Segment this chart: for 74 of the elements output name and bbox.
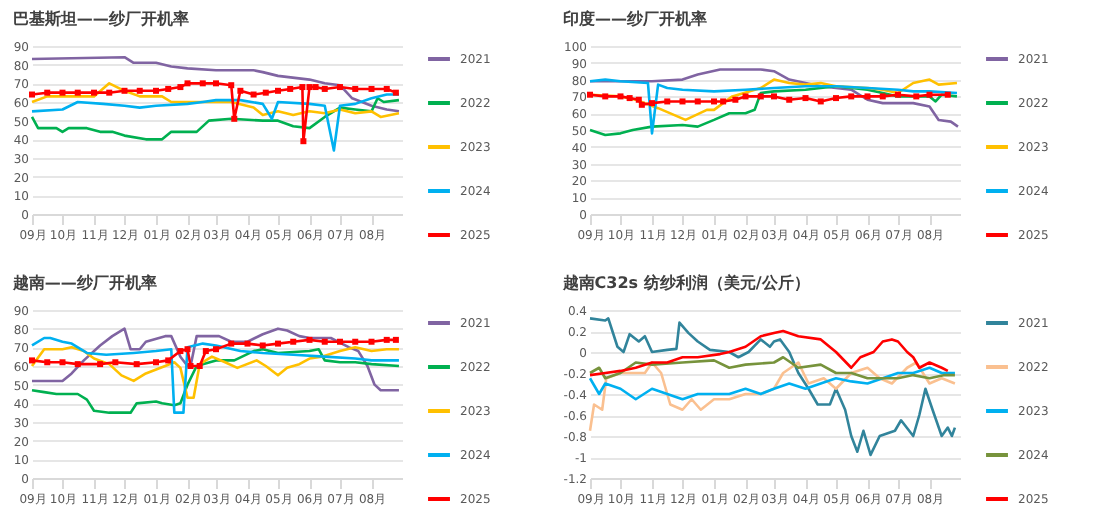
- point: [290, 338, 297, 345]
- point: [321, 85, 328, 92]
- line-series: [588, 361, 957, 433]
- point: [259, 342, 266, 349]
- point: [184, 346, 191, 353]
- line-series: [588, 366, 957, 401]
- point: [212, 346, 219, 353]
- point: [29, 91, 35, 98]
- line-series: [30, 96, 401, 141]
- point: [274, 340, 281, 347]
- point: [368, 338, 375, 345]
- point: [106, 89, 113, 96]
- point: [153, 359, 160, 366]
- point: [112, 359, 119, 366]
- line-series: [30, 346, 401, 400]
- point: [74, 361, 81, 368]
- point: [250, 91, 257, 98]
- point: [177, 84, 184, 91]
- point: [177, 348, 184, 355]
- point: [383, 85, 390, 92]
- point: [336, 338, 343, 345]
- point: [262, 89, 269, 96]
- point: [202, 348, 209, 355]
- line-series: [588, 317, 957, 457]
- point: [392, 89, 399, 96]
- point: [165, 357, 172, 364]
- line-series: [30, 55, 401, 113]
- point: [228, 340, 235, 347]
- point: [199, 80, 206, 87]
- point: [352, 338, 359, 345]
- point: [29, 357, 35, 364]
- point: [352, 85, 359, 92]
- point: [368, 85, 375, 92]
- point: [300, 138, 307, 145]
- point: [306, 336, 313, 343]
- point: [97, 361, 104, 368]
- point: [383, 336, 390, 343]
- point: [121, 87, 128, 94]
- chart-title: 巴基斯坦——纱厂开机率: [12, 8, 189, 28]
- point: [44, 89, 51, 96]
- point: [133, 361, 140, 368]
- line-series: [29, 336, 399, 369]
- point: [184, 80, 191, 87]
- point: [44, 359, 51, 366]
- point: [237, 87, 244, 94]
- point: [312, 84, 319, 91]
- point: [321, 338, 328, 345]
- point: [231, 115, 238, 122]
- point: [59, 359, 66, 366]
- line-series: [588, 329, 950, 377]
- point: [196, 363, 203, 369]
- line-series: [588, 355, 957, 380]
- point: [287, 85, 294, 92]
- point: [306, 84, 313, 91]
- chart-title: 越南——纱厂开机率: [10, 272, 157, 292]
- line-series: [30, 327, 401, 392]
- point: [299, 84, 306, 91]
- line-series: [588, 68, 960, 128]
- point: [59, 89, 66, 96]
- point: [212, 80, 219, 87]
- point: [244, 340, 251, 347]
- point: [228, 82, 235, 89]
- point: [74, 89, 81, 96]
- point: [165, 85, 172, 92]
- point: [392, 336, 399, 343]
- point: [187, 363, 194, 369]
- line-series: [30, 82, 401, 119]
- chart-title: 印度——纱厂开机率: [563, 8, 708, 28]
- point: [274, 87, 281, 94]
- point: [136, 87, 143, 94]
- point: [153, 87, 160, 94]
- point: [336, 84, 343, 91]
- chart-title: 越南C32s 纺纱利润（美元/公斤）: [560, 272, 810, 292]
- point: [91, 89, 98, 96]
